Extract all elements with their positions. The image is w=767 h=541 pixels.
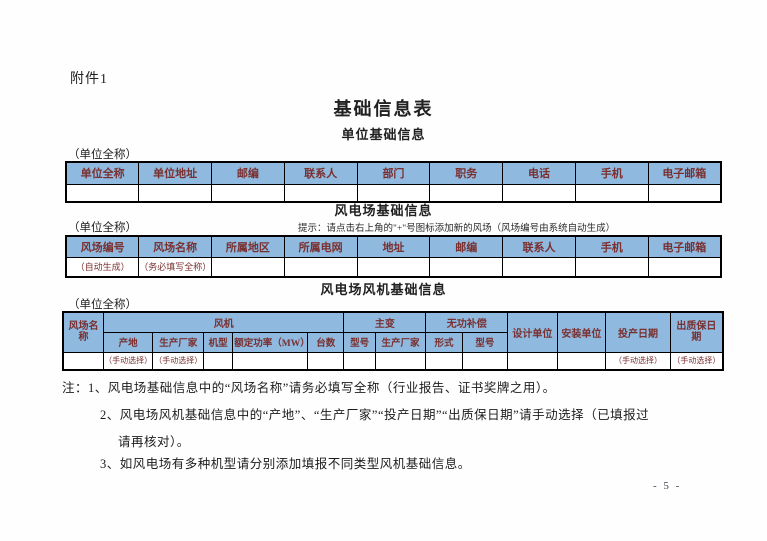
turbine-info-table: 风场名称 风机 主变 无功补偿 设计单位 安装单位 投产日期 出质保日期 产地 … [62, 311, 724, 371]
header-cell-warranty-date: 出质保日期 [669, 311, 724, 353]
table-cell [502, 256, 576, 278]
header-cell: 单位全称 [65, 161, 140, 185]
header-group-main-transformer: 主变 [343, 311, 427, 333]
header-cell-production-date: 投产日期 [605, 311, 671, 353]
header-cell: 机型 [202, 331, 234, 353]
header-cell: 职务 [429, 161, 504, 185]
table-cell [374, 351, 427, 371]
windfarm-info-table: 风场编号 风场名称 所属地区 所属电网 地址 邮编 联系人 手机 电子邮箱 （自… [65, 235, 722, 278]
header-cell: 产地 [102, 331, 154, 353]
table-cell [202, 351, 234, 371]
section-heading-turbine: 风电场风机基础信息 [320, 282, 447, 297]
header-cell: 型号 [461, 331, 509, 353]
manual-select-hint-cell: （手动选择） [605, 351, 671, 371]
header-cell: 部门 [356, 161, 431, 185]
header-cell: 手机 [574, 161, 649, 185]
header-cell: 生产厂家 [374, 331, 427, 353]
section-heading-windfarm: 风电场基础信息 [334, 203, 433, 218]
header-cell: 电子邮箱 [647, 235, 722, 258]
manual-select-hint-cell: （手动选择） [669, 351, 724, 371]
page-title: 基础信息表 [333, 99, 434, 119]
table-cell [647, 183, 722, 203]
table-group-header-row: 风场名称 风机 主变 无功补偿 设计单位 安装单位 投产日期 出质保日期 [62, 311, 724, 353]
header-group-turbine: 风机 [102, 311, 345, 333]
header-cell: 台数 [307, 331, 345, 353]
table-cell [307, 351, 345, 371]
table-cell [211, 256, 285, 278]
page-number: - 5 - [653, 480, 682, 492]
table-cell [425, 351, 463, 371]
note-2-continued: 请再核对）。 [118, 435, 190, 449]
table-cell [283, 256, 358, 278]
header-cell-farm-name: 风场名称 [62, 311, 104, 353]
manual-select-hint-cell: （手动选择） [102, 351, 154, 371]
table-header-row: 风场编号 风场名称 所属地区 所属电网 地址 邮编 联系人 手机 电子邮箱 [65, 235, 722, 258]
header-cell: 地址 [356, 235, 431, 258]
table-cell [356, 256, 431, 278]
header-cell: 生产厂家 [152, 331, 204, 353]
header-cell: 风场名称 [138, 235, 213, 258]
manual-select-hint-cell: （手动选择） [152, 351, 204, 371]
table-row: （自动生成） （务必填写全称） [65, 256, 722, 278]
header-cell-install-unit: 安装单位 [556, 311, 607, 353]
attachment-label: 附件1 [70, 72, 108, 87]
header-cell: 所属地区 [211, 235, 285, 258]
unit-name-label-3: （单位全称） [68, 299, 137, 311]
table-header-row: 单位全称 单位地址 邮编 联系人 部门 职务 电话 手机 电子邮箱 [65, 161, 722, 185]
table-row: （手动选择） （手动选择） （手动选择） （手动选择） [62, 351, 724, 371]
header-cell: 电话 [502, 161, 576, 185]
note-3: 3、如风电场有多种机型请分别添加填报不同类型风机基础信息。 [100, 457, 471, 471]
unit-info-table: 单位全称 单位地址 邮编 联系人 部门 职务 电话 手机 电子邮箱 [65, 161, 722, 203]
header-cell: 邮编 [429, 235, 504, 258]
header-cell: 型号 [343, 331, 376, 353]
header-cell: 风场编号 [65, 235, 140, 258]
table-cell [556, 351, 607, 371]
full-name-hint-cell: （务必填写全称） [138, 256, 213, 278]
note-1: 注：1、风电场基础信息中的“风场名称”请务必填写全称（行业报告、证书奖牌之用）。 [62, 381, 556, 395]
table-cell [647, 256, 722, 278]
header-group-reactive-compensation: 无功补偿 [425, 311, 509, 333]
header-cell: 形式 [425, 331, 463, 353]
table-cell [232, 351, 309, 371]
table-subheader-row: 产地 生产厂家 机型 额定功率（MW） 台数 型号 生产厂家 形式 型号 [63, 331, 723, 353]
header-cell: 单位地址 [138, 161, 213, 185]
table-cell [62, 351, 104, 371]
header-cell: 邮编 [211, 161, 285, 185]
header-cell: 联系人 [283, 161, 358, 185]
header-cell: 联系人 [502, 235, 576, 258]
table-cell [429, 256, 504, 278]
header-cell: 手机 [574, 235, 649, 258]
table-cell [461, 351, 509, 371]
table-cell [343, 351, 376, 371]
header-cell: 所属电网 [283, 235, 358, 258]
note-2: 2、风电场风机基础信息中的“产地”、“生产厂家”“投产日期”“出质保日期”请手动… [100, 408, 650, 422]
add-windfarm-tip: 提示：请点击右上角的"+"号图标添加新的风场（风场编号由系统自动生成） [298, 224, 616, 234]
header-cell: 电子邮箱 [647, 161, 722, 185]
unit-name-label-1: （单位全称） [68, 149, 137, 161]
table-cell [574, 256, 649, 278]
table-row [65, 183, 722, 203]
header-cell: 额定功率（MW） [232, 331, 309, 353]
unit-name-label-2: （单位全称） [68, 222, 137, 234]
header-cell-design-unit: 设计单位 [507, 311, 558, 353]
table-cell [507, 351, 558, 371]
auto-generated-hint-cell: （自动生成） [65, 256, 140, 278]
section-heading-unit: 单位基础信息 [341, 127, 426, 142]
